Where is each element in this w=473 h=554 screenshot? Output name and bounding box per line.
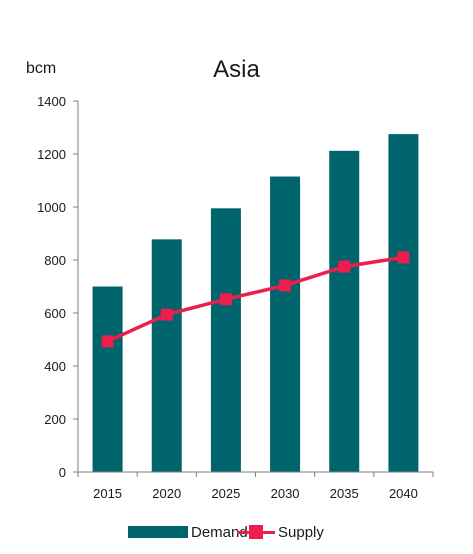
legend-item-demand: Demand	[128, 520, 248, 544]
x-tick-label-2025: 2025	[211, 486, 240, 501]
legend: Demand Supply	[0, 520, 473, 544]
y-tick-label-0: 0	[59, 465, 66, 480]
legend-label-supply: Supply	[278, 523, 324, 541]
point-supply-2040	[397, 251, 410, 264]
bar-demand-2025	[210, 208, 241, 472]
y-tick-label-400: 400	[44, 359, 66, 374]
point-supply-2025	[219, 293, 232, 306]
point-supply-2030	[279, 279, 292, 292]
y-tick-label-200: 200	[44, 412, 66, 427]
bar-demand-2020	[151, 239, 182, 472]
legend-item-supply: Supply	[237, 520, 324, 544]
y-tick-label-600: 600	[44, 306, 66, 321]
bar-demand-2035	[329, 150, 360, 472]
y-tick-label-1200: 1200	[37, 147, 66, 162]
y-tick-label-1400: 1400	[37, 94, 66, 109]
bar-demand-2030	[270, 176, 301, 472]
legend-label-demand: Demand	[191, 523, 248, 541]
x-tick-label-2015: 2015	[93, 486, 122, 501]
x-tick-label-2020: 2020	[152, 486, 181, 501]
chart-title: Asia	[213, 56, 260, 83]
y-axis-unit-label: bcm	[26, 60, 57, 77]
bar-demand-2015	[92, 286, 123, 472]
y-tick-label-1000: 1000	[37, 200, 66, 215]
legend-swatch-demand	[128, 526, 188, 538]
bar-demand-2040	[388, 134, 419, 472]
x-tick-label-2030: 2030	[271, 486, 300, 501]
x-tick-label-2040: 2040	[389, 486, 418, 501]
point-supply-2035	[338, 260, 351, 273]
y-tick-label-800: 800	[44, 253, 66, 268]
point-supply-2015	[101, 335, 114, 348]
line-supply	[106, 255, 404, 343]
x-tick-label-2035: 2035	[330, 486, 359, 501]
legend-swatch-supply	[237, 525, 275, 539]
point-supply-2020	[160, 308, 173, 321]
